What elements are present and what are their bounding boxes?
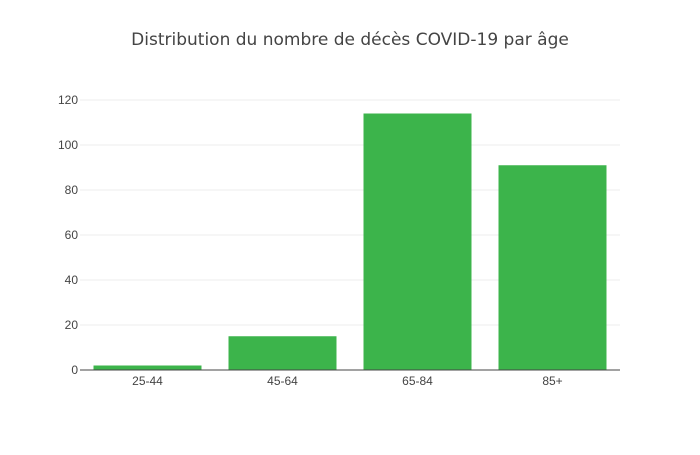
y-tick-label: 40 [65, 273, 79, 287]
y-tick-label: 20 [65, 318, 79, 332]
chart-title: Distribution du nombre de décès COVID-19… [131, 30, 569, 50]
bar-65-84 [363, 113, 472, 370]
y-tick-label: 80 [65, 183, 79, 197]
bars [93, 113, 607, 370]
x-tick-label: 25-44 [132, 374, 163, 388]
bar-25-44 [93, 365, 202, 370]
y-tick-label: 100 [58, 138, 78, 152]
y-tick-label: 60 [65, 228, 79, 242]
y-tick-label: 0 [71, 363, 78, 377]
y-tick-label: 120 [58, 93, 78, 107]
x-tick-label: 85+ [542, 374, 562, 388]
bar-45-64 [228, 336, 337, 370]
bar-85+ [498, 165, 607, 370]
x-tick-label: 65-84 [402, 374, 433, 388]
x-tick-label: 45-64 [267, 374, 298, 388]
axes: 0 20 40 60 80 100 120 25-44 45-64 65-84 85+ [58, 93, 620, 388]
